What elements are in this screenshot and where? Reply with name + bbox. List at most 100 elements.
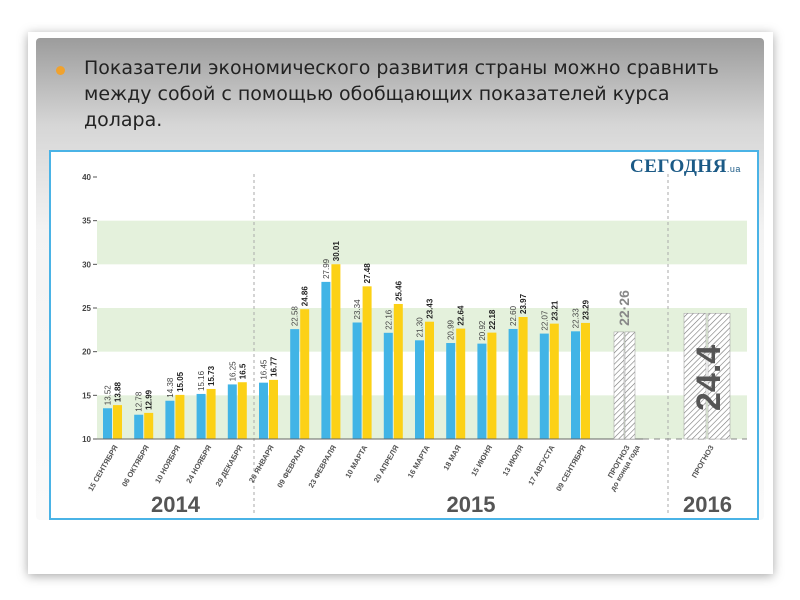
- bar-value-label-blue: 22.58: [291, 306, 300, 327]
- exchange-rate-chart: 10 15 20 25 30 35 40 13.52 13.88 15 СЕНТЯБРЯ 12.78…: [82, 173, 747, 517]
- x-category-label: 26 ЯНВАРЯ: [247, 444, 276, 485]
- bar-value-label-blue: 22.60: [509, 305, 518, 326]
- bar-value-label-blue: 22.07: [540, 310, 549, 331]
- bar-blue: [477, 343, 487, 439]
- bar-value-label-blue: 16.25: [228, 361, 237, 382]
- bar-yellow: [518, 316, 528, 439]
- y-tick-label: 15: [82, 391, 91, 400]
- year-label: 2014: [151, 492, 201, 517]
- brand-logo: СЕГОДНЯ.ua: [630, 156, 741, 178]
- bar-yellow: [113, 405, 122, 439]
- bar-value-label-blue: 22.33: [572, 308, 581, 329]
- bar-blue: [165, 400, 175, 439]
- bar-value-label-blue: 14.38: [166, 377, 175, 398]
- bar-blue: [508, 328, 518, 439]
- bar-blue: [227, 384, 237, 439]
- year-label: 2016: [683, 492, 732, 517]
- x-category-label: 06 ОКТЯБРЯ: [120, 444, 151, 489]
- bar-value-label-blue: 12.78: [135, 391, 144, 412]
- x-category-label: 24 НОЯБРЯ: [184, 444, 213, 485]
- y-tick-label: 20: [82, 348, 91, 357]
- bar-value-label-blue: 20.99: [447, 319, 456, 340]
- bar-value-label-yellow: 25.46: [394, 280, 403, 301]
- x-category-label: 15 СЕНТЯБРЯ: [86, 444, 120, 493]
- x-category-label: 23 ФЕВРАЛЯ: [306, 444, 338, 490]
- x-category-label: 20 АПРЕЛЯ: [372, 444, 401, 485]
- bar-yellow: [331, 264, 341, 439]
- bar-blue: [446, 343, 456, 439]
- bar-value-label-yellow: 23.21: [550, 300, 559, 321]
- x-category-label: 17 АВГУСТА: [526, 443, 557, 487]
- bar-yellow: [393, 303, 403, 439]
- x-category-label: 13 ИЮЛЯ: [501, 444, 526, 478]
- bar-value-label-blue: 22.16: [384, 309, 393, 330]
- bar-blue: [415, 340, 424, 439]
- chart-frame: 10 15 20 25 30 35 40 13.52 13.88 15 СЕНТЯБРЯ 12.78…: [49, 150, 759, 520]
- bar-value-label-yellow: 22.64: [457, 305, 466, 326]
- bar-yellow: [237, 382, 247, 439]
- bar-yellow: [456, 328, 466, 439]
- bar-value-label-blue: 20.92: [478, 320, 487, 341]
- forecast-category-label: ПРОГНОЗ: [690, 443, 716, 479]
- bullet-icon: [56, 66, 65, 75]
- year-label: 2015: [447, 492, 496, 517]
- x-category-label: 10 НОЯБРЯ: [153, 444, 182, 485]
- x-category-label: 09 ФЕВРАЛЯ: [275, 444, 307, 490]
- x-category-label: 18 МАЯ: [441, 444, 463, 472]
- bar-value-label-yellow: 16.77: [270, 356, 279, 377]
- bar-value-label-yellow: 23.43: [426, 298, 435, 319]
- bar-yellow: [549, 323, 559, 439]
- bar-blue: [352, 322, 362, 439]
- bar-yellow: [269, 379, 278, 439]
- bar-value-label-yellow: 23.29: [582, 299, 591, 320]
- forecast-value-label: 24.4: [690, 345, 728, 411]
- y-tick-label: 30: [82, 260, 91, 269]
- bar-yellow: [425, 321, 434, 439]
- forecast-bar: [683, 312, 707, 440]
- x-category-label: 29 ДЕКАБРЯ: [214, 444, 245, 489]
- bar-value-label-blue: 21.30: [416, 317, 425, 338]
- forecast-bar: [624, 331, 636, 440]
- bar-value-label-blue: 15.16: [197, 370, 206, 391]
- y-tick-label: 10: [82, 435, 91, 444]
- bar-value-label-yellow: 30.01: [332, 241, 341, 262]
- forecast-value-label: 22·26: [616, 290, 632, 326]
- bar-blue: [539, 333, 549, 439]
- bar-yellow: [581, 322, 590, 439]
- x-category-label: 16 МАРТА: [406, 443, 432, 480]
- brand-suffix: .ua: [726, 164, 741, 174]
- bar-yellow: [144, 412, 154, 439]
- x-category-label: 10 МАРТА: [343, 443, 369, 480]
- bar-blue: [383, 332, 393, 439]
- bar-yellow: [362, 286, 372, 439]
- y-tick-label: 25: [82, 304, 91, 313]
- bar-yellow: [300, 309, 310, 439]
- bar-yellow: [487, 332, 497, 439]
- bar-value-label-blue: 16.45: [260, 359, 269, 380]
- bar-blue: [571, 331, 580, 439]
- x-category-label: 09 СЕНТЯБРЯ: [554, 444, 588, 493]
- bar-blue: [196, 393, 206, 439]
- bar-value-label-yellow: 13.88: [114, 382, 123, 403]
- forecast-bar: [707, 312, 731, 440]
- y-tick-label: 35: [82, 217, 91, 226]
- x-category-label: 15 ИЮНЯ: [469, 444, 494, 478]
- bar-value-label-blue: 23.34: [353, 299, 362, 320]
- bar-value-label-yellow: 27.48: [363, 263, 372, 284]
- bar-value-label-yellow: 15.73: [207, 365, 216, 386]
- bar-value-label-yellow: 23.97: [519, 293, 528, 314]
- bar-blue: [103, 408, 112, 439]
- y-tick-label: 40: [82, 173, 91, 182]
- brand-name: СЕГОДНЯ: [630, 156, 727, 177]
- bar-value-label-yellow: 16.5: [238, 363, 247, 379]
- bar-yellow: [175, 394, 185, 439]
- bar-yellow: [206, 388, 216, 439]
- forecast-bar: [613, 331, 625, 440]
- slide-heading: Показатели экономического развития стран…: [84, 57, 719, 131]
- bar-blue: [259, 382, 268, 439]
- bar-blue: [321, 281, 331, 439]
- bar-blue: [134, 414, 144, 439]
- bar-value-label-yellow: 12.99: [145, 389, 154, 410]
- bar-value-label-yellow: 22.18: [488, 309, 497, 330]
- bar-value-label-blue: 13.52: [104, 385, 113, 406]
